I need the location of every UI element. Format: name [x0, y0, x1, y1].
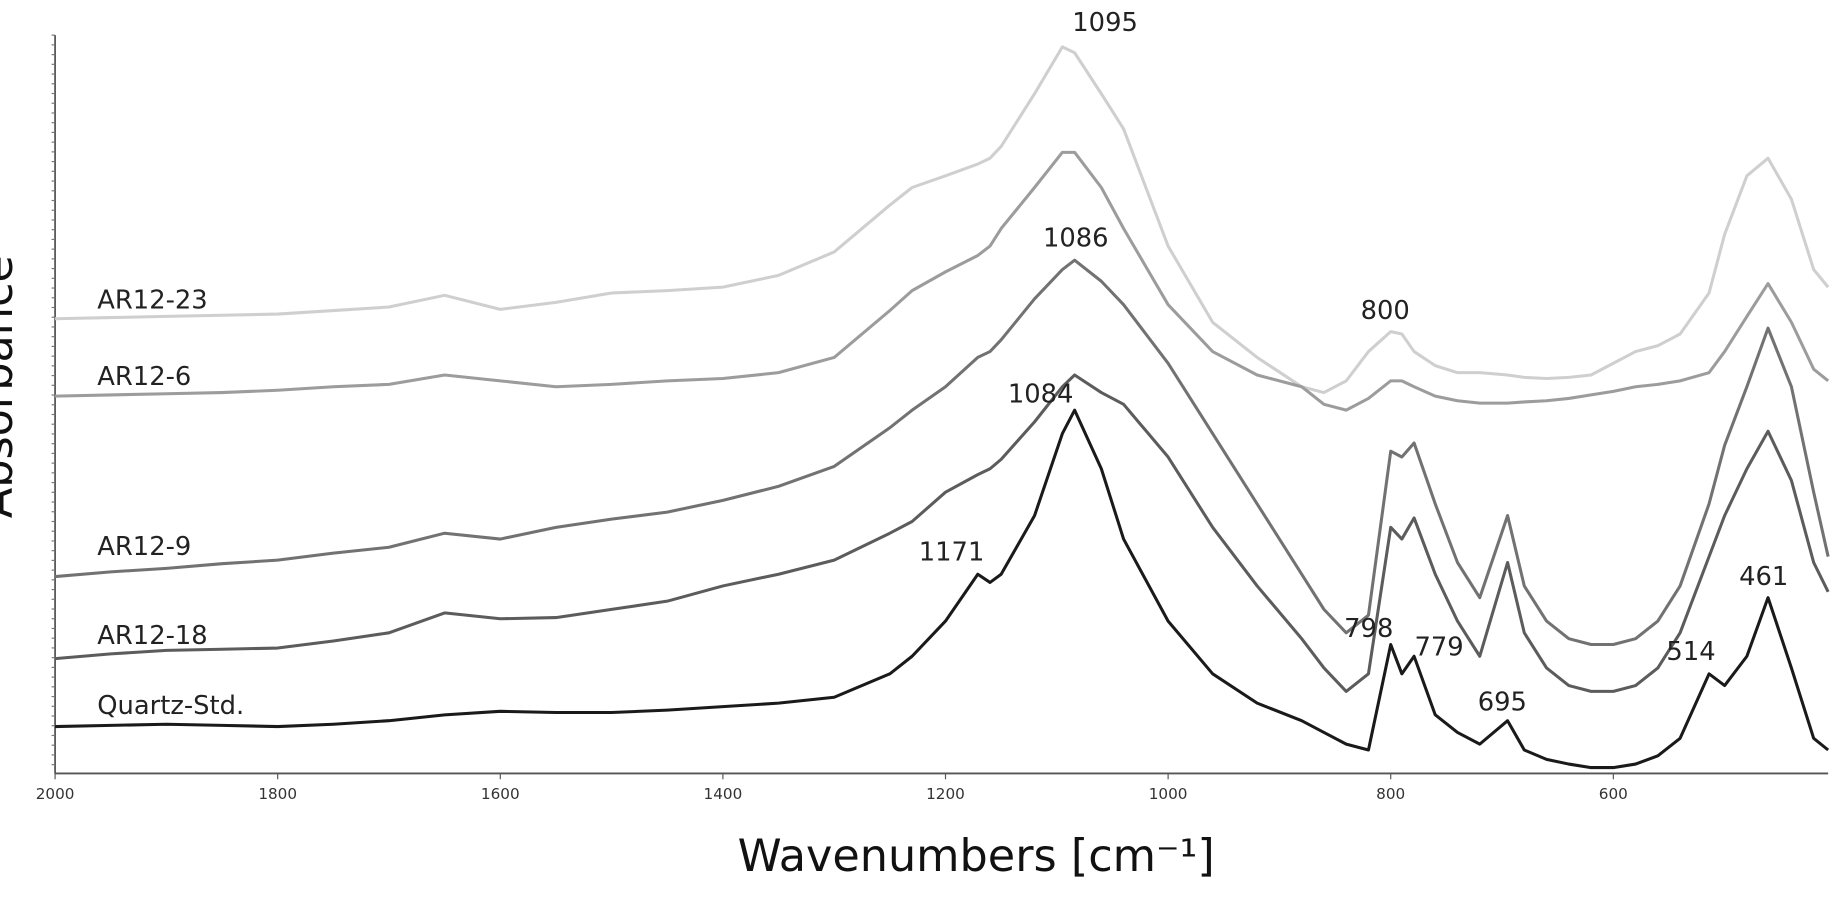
peak-annotation: 1084	[1008, 379, 1074, 409]
x-tick-label: 1400	[704, 785, 743, 803]
peak-annotation: 514	[1666, 637, 1715, 667]
spectrum-line	[54, 373, 1830, 693]
peak-annotation: 1095	[1072, 8, 1138, 38]
x-tick-label: 1800	[258, 785, 297, 803]
series-label: AR12-6	[97, 362, 191, 392]
x-tick-label: 1600	[481, 785, 520, 803]
peak-annotation: 461	[1739, 562, 1788, 592]
peak-annotation: 798	[1344, 614, 1393, 644]
x-tick-label: 2000	[36, 785, 75, 803]
series-label: Quartz-Std.	[97, 691, 244, 721]
peak-annotation: 695	[1478, 688, 1527, 718]
x-tick-label: 1200	[926, 785, 965, 803]
peak-annotation: 800	[1361, 296, 1410, 326]
spectrum-line	[55, 150, 1830, 412]
spectrum-line	[55, 408, 1830, 770]
series-label: AR12-18	[97, 621, 207, 651]
x-tick-label: 1000	[1149, 785, 1188, 803]
peak-annotation: 1171	[919, 538, 985, 568]
series-label: AR12-9	[97, 532, 191, 562]
x-tick-label: 800	[1376, 785, 1405, 803]
peak-annotation: 779	[1414, 633, 1463, 663]
x-tick-label: 600	[1599, 785, 1628, 803]
y-axis-label: Absorbance	[0, 255, 23, 518]
spectrum-line	[54, 258, 1830, 647]
spectrum-line	[55, 45, 1830, 395]
peak-annotation: 1086	[1043, 224, 1109, 254]
series-label: AR12-23	[97, 286, 207, 316]
x-axis-label: Wavenumbers [cm⁻¹]	[738, 830, 1215, 882]
